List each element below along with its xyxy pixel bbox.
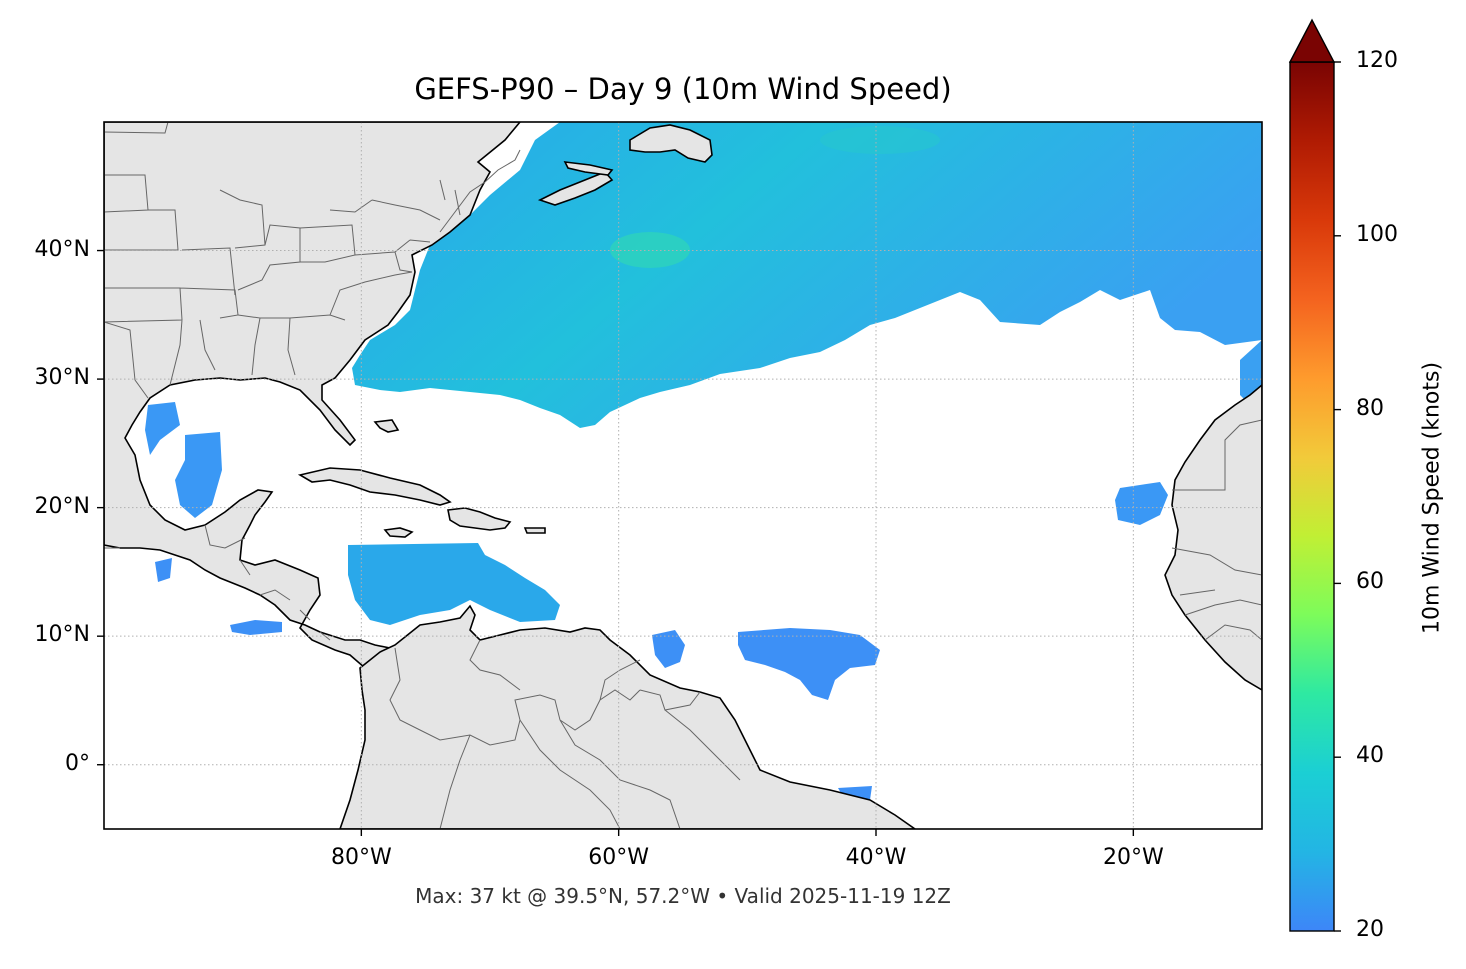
colorbar-tick-marks bbox=[1334, 61, 1341, 932]
lon-tick-label-2: 40°W bbox=[845, 845, 907, 870]
wind-region-gulf-of-mexico bbox=[145, 402, 180, 455]
land-jamaica bbox=[383, 527, 414, 538]
land-bahamas bbox=[373, 419, 400, 433]
border-south-america bbox=[389, 639, 741, 829]
wind-region-tropical-atlantic bbox=[738, 628, 880, 700]
lat-tick-label-4: 0° bbox=[65, 750, 90, 776]
border-us-states bbox=[104, 174, 461, 399]
border-us-canada bbox=[104, 122, 521, 233]
gridlines bbox=[104, 122, 1262, 829]
wind-region-cape-verde bbox=[1115, 482, 1168, 525]
wind-region-tropical-atlantic bbox=[652, 630, 685, 668]
max-wind-footer: Max: 37 kt @ 39.5°N, 57.2°W • Valid 2025… bbox=[415, 884, 951, 908]
colorbar-label: 10m Wind Speed (knots) bbox=[1419, 361, 1445, 635]
map-title: GEFS-P90 – Day 9 (10m Wind Speed) bbox=[414, 72, 952, 106]
land-pei bbox=[563, 161, 614, 176]
colorbar-tick-label-3: 80 bbox=[1356, 395, 1384, 421]
map-frame bbox=[103, 121, 1263, 830]
land-nova-scotia bbox=[537, 171, 614, 206]
lon-tick-label-0: 80°W bbox=[330, 845, 392, 870]
lat-tick-label-0: 40°N bbox=[34, 236, 90, 262]
colorbar bbox=[1288, 18, 1341, 932]
colorbar-tick-label-5: 120 bbox=[1356, 48, 1398, 73]
land-newfoundland bbox=[629, 124, 713, 163]
wind-region-north-atlantic bbox=[352, 122, 1262, 428]
wind-region-caribbean bbox=[348, 543, 560, 625]
colorbar-tick-label-0: 20 bbox=[1356, 917, 1384, 942]
lon-tick-label-3: 20°W bbox=[1102, 845, 1164, 870]
border-africa bbox=[1171, 419, 1262, 641]
colorbar-tick-label-2: 60 bbox=[1356, 569, 1384, 595]
colorbar-tick-label-1: 40 bbox=[1356, 743, 1384, 769]
axis-tick-marks bbox=[97, 249, 1135, 836]
wind-region-small bbox=[155, 558, 172, 582]
lon-tick-label-1: 60°W bbox=[588, 845, 650, 870]
border-central-america bbox=[239, 559, 331, 641]
land-hispaniola bbox=[447, 507, 512, 531]
land-south-america bbox=[339, 604, 917, 829]
wind-max-core bbox=[820, 126, 940, 154]
colorbar-tick-label-4: 100 bbox=[1356, 221, 1398, 247]
lat-tick-label-1: 30°N bbox=[34, 365, 90, 391]
lat-tick-label-2: 20°N bbox=[34, 493, 90, 519]
wind-max-core bbox=[610, 232, 690, 268]
wind-region-gulf-of-mexico bbox=[175, 432, 222, 518]
map-area bbox=[104, 122, 1262, 829]
land-puerto-rico bbox=[523, 527, 546, 534]
wind-region-small bbox=[230, 620, 282, 635]
border-mexico bbox=[104, 524, 246, 549]
land-cuba bbox=[297, 467, 452, 506]
colorbar-bar bbox=[1289, 61, 1335, 932]
colorbar-extend-arrow bbox=[1288, 18, 1336, 63]
wind-field bbox=[145, 122, 1262, 800]
lat-tick-label-3: 10°N bbox=[34, 622, 90, 648]
borders bbox=[104, 122, 1262, 829]
